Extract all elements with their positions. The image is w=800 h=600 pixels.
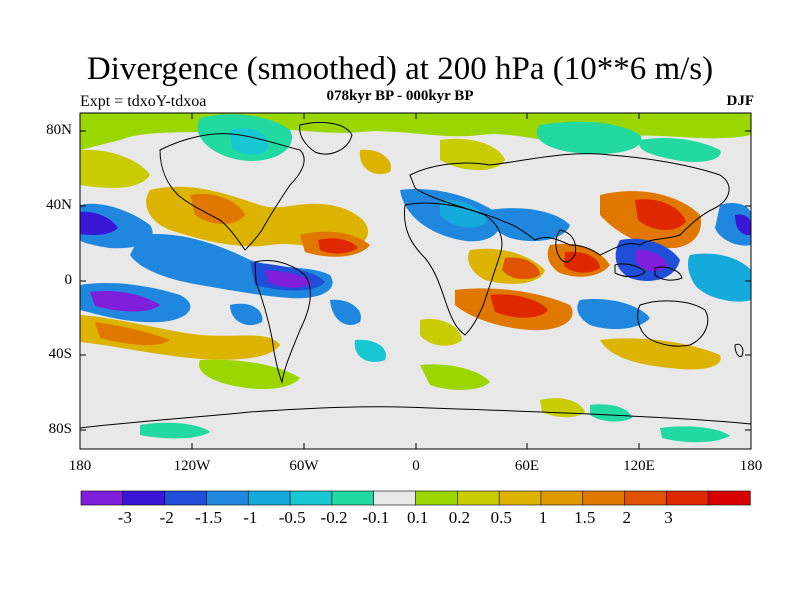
colorbar-swatch: [498, 490, 542, 506]
colorbar-label: 3: [664, 508, 673, 527]
colorbar-label: -1: [243, 508, 258, 527]
colorbar-swatch: [415, 490, 458, 506]
lon-label-60e: 60E: [514, 458, 540, 474]
lon-label-120w: 120W: [173, 458, 211, 474]
lon-label-0: 0: [412, 458, 420, 474]
axis-ticks: [79, 113, 752, 449]
lon-label-180w: 180: [68, 458, 92, 474]
colorbar-swatch: [80, 490, 124, 506]
colorbar-label: 0.1: [406, 508, 429, 527]
lat-label-80s: 80S: [48, 421, 72, 437]
colorbar-swatch: [164, 490, 208, 506]
experiment-label: Expt = tdxoY-tdxoa: [80, 93, 207, 110]
time-period-label: 078kyr BP - 000kyr BP: [326, 88, 474, 104]
colorbar-swatch: [457, 490, 500, 506]
lat-label-0: 0: [64, 272, 73, 288]
colorbar: [80, 490, 751, 506]
colorbar-swatch: [707, 490, 751, 506]
colorbar-label: -0.5: [278, 508, 306, 527]
colorbar-swatch: [582, 490, 626, 506]
colorbar-swatch: [122, 490, 166, 506]
coastlines: [80, 122, 751, 429]
colorbar-swatch: [373, 490, 417, 506]
colorbar-swatch: [331, 490, 375, 506]
colorbar-label: 1: [538, 508, 548, 527]
colorbar-label: -3: [117, 508, 132, 527]
colorbar-label: -2: [159, 508, 174, 527]
colorbar-swatch: [289, 490, 333, 506]
colorbar-swatch: [206, 490, 249, 506]
colorbar-label: 0.2: [448, 508, 471, 527]
colorbar-swatch: [247, 490, 291, 506]
lon-label-60w: 60W: [289, 458, 319, 474]
lat-label-40n: 40N: [46, 197, 72, 213]
divergence-field: [80, 113, 751, 449]
lat-label-80n: 80N: [46, 122, 72, 138]
lat-label-40s: 40S: [48, 346, 72, 362]
colorbar-swatch: [624, 490, 667, 506]
colorbar-label: -1.5: [195, 508, 222, 527]
colorbar-label: -0.1: [362, 508, 390, 527]
colorbar-label: 0.5: [490, 508, 512, 527]
colorbar-label: 1.5: [574, 508, 596, 527]
season-label: DJF: [726, 93, 755, 109]
colorbar-swatch: [540, 490, 584, 506]
colorbar-swatch: [666, 490, 709, 506]
colorbar-label: 2: [622, 508, 631, 527]
colorbar-label: -0.2: [320, 508, 348, 527]
lon-label-180e: 180: [739, 458, 763, 474]
lon-label-120e: 120E: [623, 458, 655, 474]
map-title: Divergence (smoothed) at 200 hPa (10**6 …: [86, 51, 714, 87]
